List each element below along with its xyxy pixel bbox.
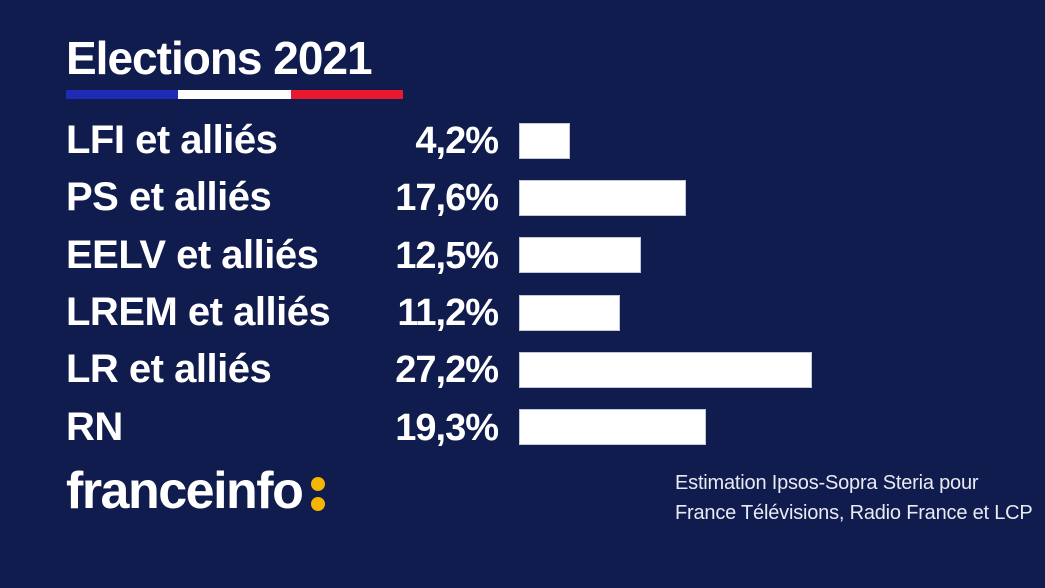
party-value: 17,6%: [395, 177, 499, 220]
party-label: PS et alliés: [66, 175, 272, 220]
party-label: RN: [66, 404, 123, 449]
french-flag-underline: [66, 90, 403, 99]
chart-row-ps: PS et alliés 17,6%: [66, 169, 1006, 226]
value-bar: [519, 122, 570, 159]
source-attribution: Estimation Ipsos-Sopra Steria pour Franc…: [675, 468, 1033, 528]
franceinfo-logo: franceinfo: [66, 462, 326, 520]
party-value: 4,2%: [415, 120, 499, 163]
page-title: Elections 2021: [66, 32, 373, 84]
colon-dot-bottom: [311, 497, 326, 512]
source-line-1: Estimation Ipsos-Sopra Steria pour: [675, 472, 979, 494]
chart-row-lr: LR et alliés 27,2%: [66, 341, 1006, 398]
value-bar: [519, 409, 706, 446]
chart-row-lfi: LFI et alliés 4,2%: [66, 112, 1006, 169]
party-value: 11,2%: [397, 292, 499, 335]
party-value: 19,3%: [395, 406, 499, 449]
franceinfo-colon-icon: [311, 477, 326, 512]
chart-row-lrem: LREM et alliés 11,2%: [66, 284, 1006, 341]
value-bar: [519, 294, 620, 331]
party-label: EELV et alliés: [66, 232, 319, 277]
party-value: 12,5%: [395, 234, 499, 277]
party-label: LFI et alliés: [66, 118, 278, 163]
flag-blue-segment: [66, 90, 179, 99]
flag-white-segment: [178, 90, 291, 99]
colon-dot-top: [311, 477, 326, 492]
value-bar: [519, 351, 812, 388]
party-label: LREM et alliés: [66, 290, 331, 335]
bar-chart: LFI et alliés 4,2% PS et alliés 17,6% EE…: [66, 112, 1006, 456]
chart-row-eelv: EELV et alliés 12,5%: [66, 227, 1006, 284]
value-bar: [519, 179, 686, 216]
source-line-2: France Télévisions, Radio France et LCP: [675, 502, 1033, 524]
franceinfo-logo-text: franceinfo: [66, 462, 304, 520]
chart-row-rn: RN 19,3%: [66, 399, 1006, 456]
flag-red-segment: [290, 90, 403, 99]
party-label: LR et alliés: [66, 347, 272, 392]
value-bar: [519, 237, 641, 274]
party-value: 27,2%: [395, 349, 499, 392]
